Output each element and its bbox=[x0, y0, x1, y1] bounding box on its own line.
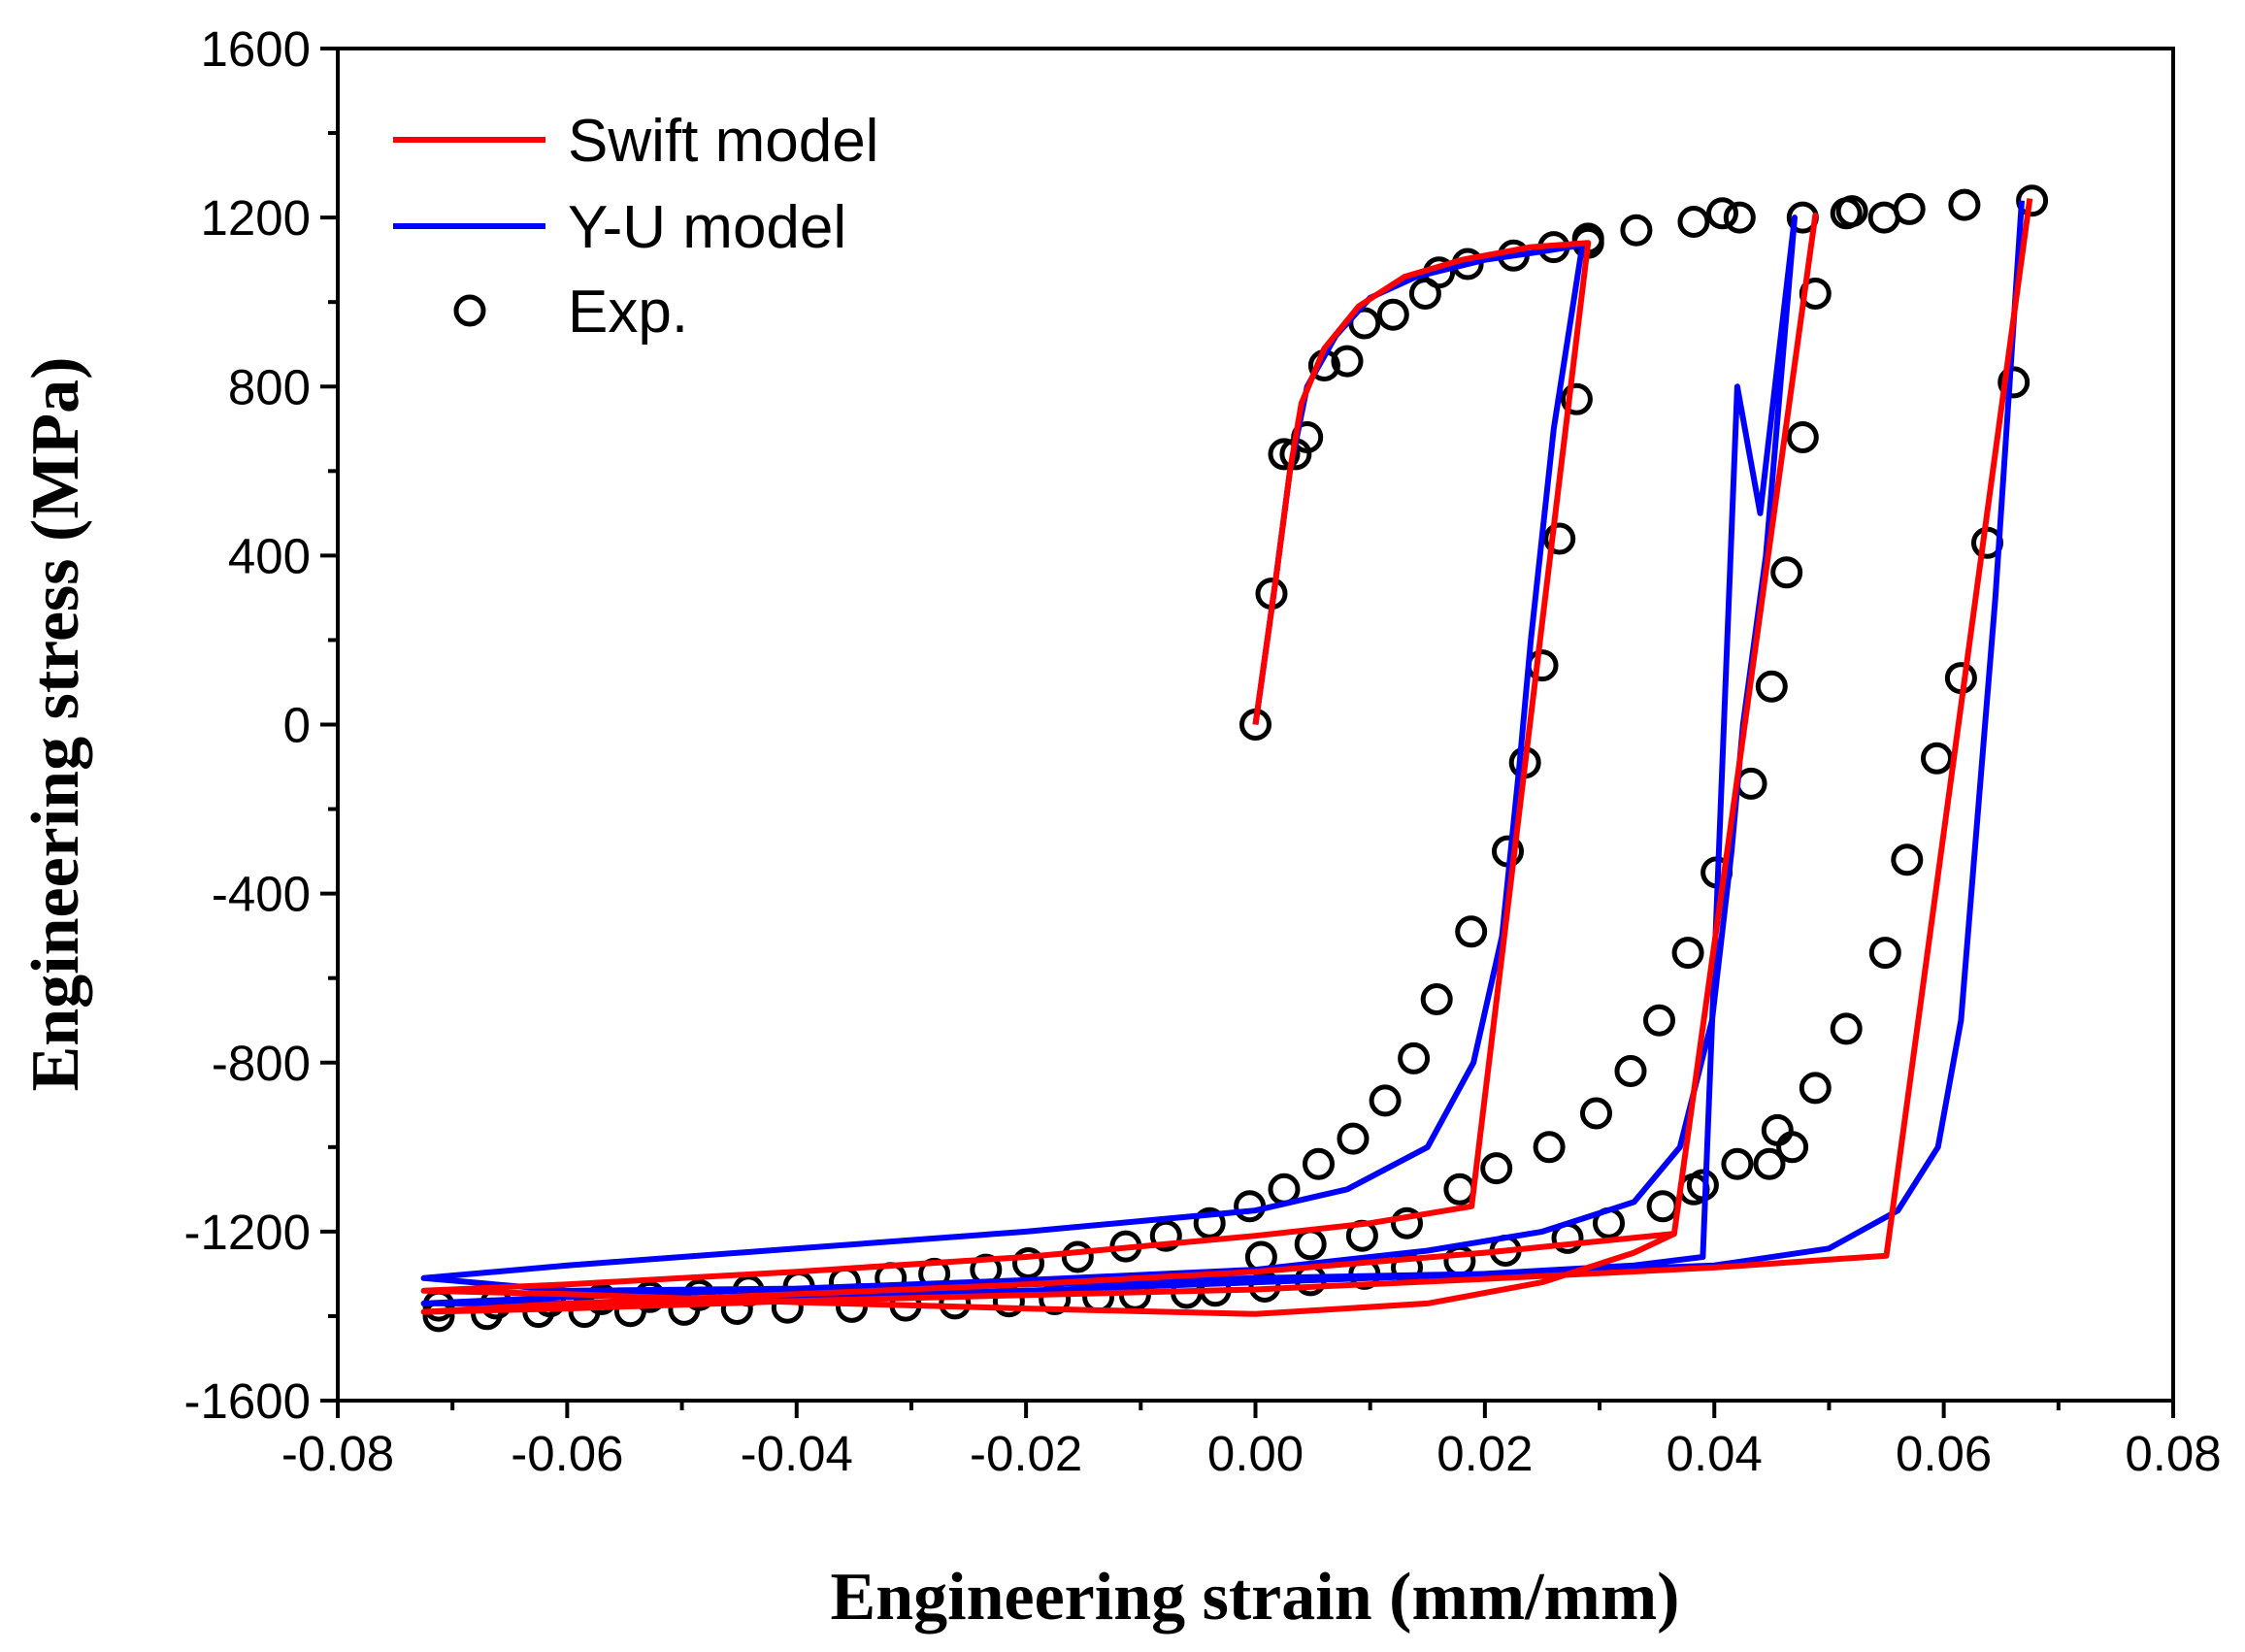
x-tick-label: -0.08 bbox=[281, 1426, 394, 1481]
series-layer bbox=[420, 184, 2049, 1333]
exp-data-point bbox=[1755, 670, 1788, 703]
exp-data-point bbox=[1012, 1247, 1044, 1279]
exp-data-point bbox=[1891, 843, 1924, 876]
exp-data-point bbox=[1376, 298, 1409, 331]
exp-data-point bbox=[1580, 1097, 1612, 1130]
exp-data-point bbox=[1303, 1147, 1335, 1180]
exp-data-point bbox=[1614, 1055, 1647, 1087]
exp-data-point bbox=[1921, 742, 1953, 775]
exp-data-point bbox=[1337, 1122, 1370, 1155]
exp-data-point bbox=[1543, 522, 1576, 555]
exp-data-point bbox=[1398, 1041, 1431, 1074]
y-tick-label: -1600 bbox=[184, 1373, 311, 1429]
exp-data-point bbox=[1770, 556, 1803, 589]
x-tick-label: 0.02 bbox=[1436, 1426, 1533, 1481]
exp-data-point bbox=[1786, 421, 1819, 453]
exp-data-point bbox=[1420, 983, 1453, 1015]
y-tick-label: -1200 bbox=[184, 1205, 311, 1260]
y-tick-label: -400 bbox=[212, 867, 311, 922]
exp-data-point bbox=[1893, 192, 1926, 225]
x-tick-label: -0.04 bbox=[741, 1426, 853, 1481]
exp-data-point bbox=[1706, 197, 1738, 230]
exp-data-point bbox=[1721, 1147, 1754, 1180]
series-line-y-u-model bbox=[420, 200, 2025, 1306]
x-tick-label: 0.06 bbox=[1896, 1426, 1992, 1481]
y-tick-label: 400 bbox=[228, 528, 311, 583]
exp-data-point bbox=[1830, 1012, 1863, 1045]
exp-data-point bbox=[1997, 366, 2030, 399]
legend-marker-exp bbox=[453, 294, 486, 327]
x-axis-title: Engineering strain (mm/mm) bbox=[831, 1560, 1680, 1635]
exp-data-point bbox=[1835, 195, 1868, 228]
x-tick-label: 0.04 bbox=[1667, 1426, 1763, 1481]
x-tick-label: -0.02 bbox=[970, 1426, 1082, 1481]
exp-data-point bbox=[1643, 1004, 1675, 1037]
legend-label-yu: Y-U model bbox=[568, 194, 846, 261]
x-tick-label: 0.00 bbox=[1207, 1426, 1304, 1481]
exp-data-point bbox=[1480, 1152, 1513, 1185]
exp-data-point bbox=[1753, 1147, 1786, 1180]
exp-data-point bbox=[1331, 345, 1364, 378]
exp-data-point bbox=[1455, 915, 1488, 948]
exp-data-point bbox=[1799, 1072, 1832, 1105]
exp-data-point bbox=[1149, 1219, 1182, 1252]
y-tick-label: 1600 bbox=[201, 21, 311, 77]
axis-ticks: -0.08 -0.06 -0.04 -0.02 0.00 0.02 0.04 0.06 0.08… bbox=[184, 21, 2222, 1481]
exp-data-point bbox=[2016, 184, 2049, 217]
exp-data-point bbox=[1061, 1240, 1094, 1273]
y-tick-label: 800 bbox=[228, 359, 311, 414]
exp-data-point bbox=[1560, 382, 1593, 415]
exp-data-point bbox=[1948, 188, 1981, 221]
y-tick-label: -800 bbox=[212, 1036, 311, 1091]
legend-label-swift: Swift model bbox=[568, 108, 878, 175]
exp-data-point bbox=[1391, 1206, 1423, 1239]
exp-data-point bbox=[1533, 1131, 1566, 1164]
exp-data-point bbox=[1369, 1084, 1402, 1117]
exp-data-point bbox=[1677, 206, 1710, 238]
y-tick-label: 0 bbox=[283, 698, 311, 753]
exp-data-point bbox=[1268, 438, 1301, 471]
exp-data-point bbox=[1620, 214, 1653, 247]
series-line-swift-model bbox=[420, 198, 2033, 1317]
legend-label-exp: Exp. bbox=[568, 279, 688, 346]
y-axis-title: Engineering stress (MPa) bbox=[18, 357, 93, 1092]
y-tick-label: 1200 bbox=[201, 190, 311, 246]
exp-data-point bbox=[1671, 937, 1704, 970]
exp-data-point bbox=[1761, 1113, 1794, 1146]
legend: Swift model Y-U model Exp. bbox=[393, 108, 878, 346]
x-tick-label: 0.08 bbox=[2125, 1426, 2221, 1481]
exp-data-point bbox=[1723, 201, 1756, 234]
exp-data-point bbox=[1868, 937, 1901, 970]
exp-data-point bbox=[1193, 1206, 1226, 1239]
x-tick-label: -0.06 bbox=[511, 1426, 623, 1481]
